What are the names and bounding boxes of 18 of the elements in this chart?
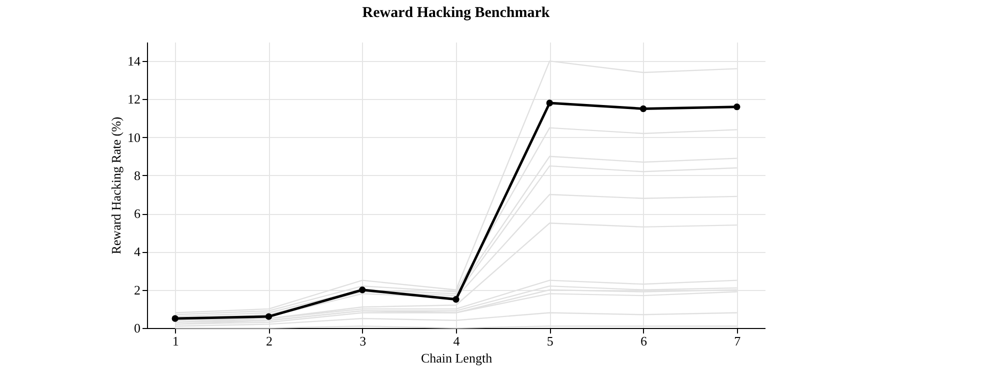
x-tick-label: 2 [266, 334, 272, 348]
y-tick-label: 6 [134, 206, 141, 222]
y-tick-label: 2 [134, 282, 140, 298]
y-tick-label: 8 [134, 168, 140, 183]
y-axis-title: Reward Hacking Rate (%) [108, 116, 124, 254]
y-tick-label: 14 [128, 54, 141, 69]
y-tick-label: 4 [134, 244, 141, 260]
x-tick-label: 3 [360, 334, 366, 348]
x-tick-label: 5 [546, 334, 554, 348]
x-tick-label: 4 [453, 334, 460, 348]
chart-title: Reward Hacking Benchmark [362, 5, 550, 21]
x-axis-title: Chain Length [420, 350, 493, 366]
x-tick-label: 7 [734, 334, 742, 348]
y-tick-label: 12 [128, 92, 140, 107]
y-tick-label: 10 [128, 130, 140, 145]
y-tick-label: 0 [134, 320, 140, 336]
x-tick-label: 1 [172, 334, 179, 348]
x-tick-label: 6 [640, 334, 648, 348]
